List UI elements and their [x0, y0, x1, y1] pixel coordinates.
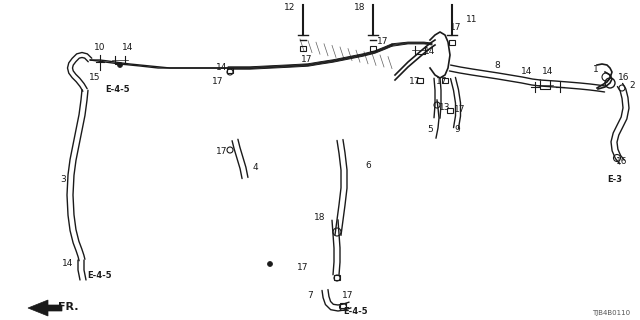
Text: 7: 7 — [307, 291, 313, 300]
Text: E-3: E-3 — [607, 175, 623, 185]
Text: FR.: FR. — [58, 302, 79, 312]
Bar — [417, 77, 423, 83]
Text: E-4-5: E-4-5 — [106, 85, 131, 94]
Text: 9: 9 — [454, 125, 460, 134]
Text: 16: 16 — [616, 157, 628, 166]
Text: E-4-5: E-4-5 — [88, 271, 112, 281]
Text: 13: 13 — [439, 103, 451, 113]
Text: 15: 15 — [89, 74, 100, 83]
Text: 12: 12 — [284, 4, 296, 12]
Bar — [300, 45, 306, 51]
Text: 17: 17 — [301, 55, 313, 65]
Text: 3: 3 — [60, 175, 66, 185]
Text: 17: 17 — [377, 37, 388, 46]
Bar — [447, 108, 453, 113]
Bar — [227, 68, 233, 73]
Text: 17: 17 — [436, 77, 448, 86]
Text: 14: 14 — [542, 68, 554, 76]
Text: 10: 10 — [94, 44, 106, 52]
Text: 14: 14 — [62, 260, 74, 268]
Text: 18: 18 — [314, 213, 326, 222]
Text: TJB4B0110: TJB4B0110 — [592, 310, 630, 316]
Bar — [449, 39, 455, 44]
Circle shape — [118, 62, 122, 68]
Text: 17: 17 — [342, 291, 354, 300]
Bar — [340, 302, 346, 308]
Text: 1: 1 — [593, 66, 599, 75]
Text: 14: 14 — [216, 63, 228, 73]
Text: 14: 14 — [522, 68, 532, 76]
Bar — [442, 77, 448, 83]
Polygon shape — [28, 300, 62, 316]
Bar — [370, 45, 376, 51]
Text: 17: 17 — [409, 77, 420, 86]
Text: 11: 11 — [467, 15, 477, 25]
Text: 14: 14 — [122, 44, 134, 52]
Text: 6: 6 — [365, 161, 371, 170]
Circle shape — [268, 261, 273, 267]
Bar — [334, 275, 340, 279]
Text: 4: 4 — [252, 164, 258, 172]
Text: 18: 18 — [355, 4, 365, 12]
Text: 14: 14 — [424, 47, 436, 57]
Text: 5: 5 — [427, 125, 433, 134]
Text: 17: 17 — [216, 148, 228, 156]
Text: 17: 17 — [451, 23, 461, 33]
Text: 8: 8 — [494, 60, 500, 69]
Text: 17: 17 — [297, 263, 308, 273]
Text: 17: 17 — [212, 77, 224, 86]
Text: 17: 17 — [454, 106, 466, 115]
Text: 16: 16 — [618, 74, 630, 83]
Text: E-4-5: E-4-5 — [344, 308, 368, 316]
Text: 2: 2 — [629, 81, 635, 90]
